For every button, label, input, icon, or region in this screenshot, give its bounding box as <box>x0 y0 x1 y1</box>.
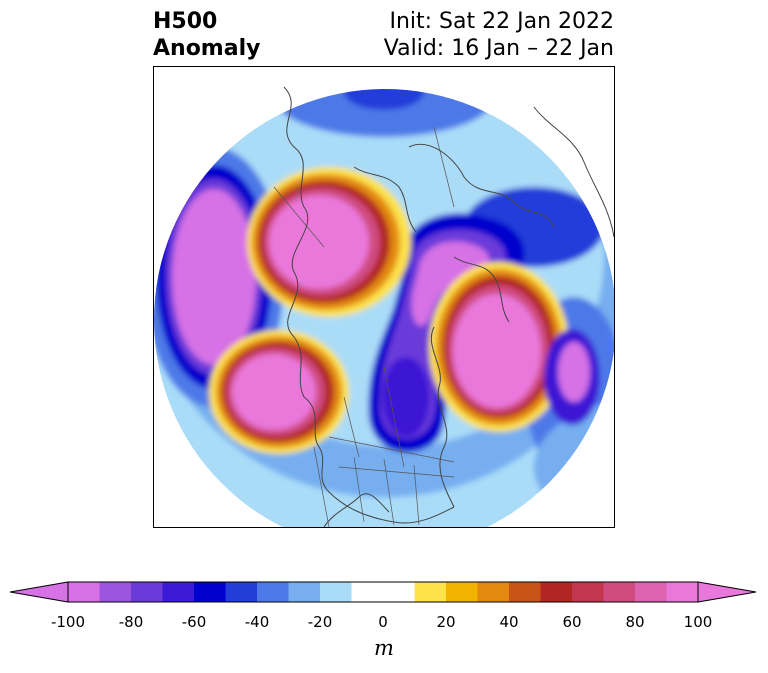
init-date-label: Init: Sat 22 Jan 2022 <box>389 9 614 34</box>
map-panel <box>153 66 615 528</box>
colorbar-segment <box>320 582 352 602</box>
colorbar-tick-label: 40 <box>499 613 519 631</box>
colorbar-segment <box>131 582 163 602</box>
colorbar-tick-label: -60 <box>181 613 207 631</box>
colorbar-unit: m <box>374 636 394 660</box>
colorbar-segment <box>162 582 195 602</box>
trough-far-east-core <box>558 342 590 402</box>
colorbar-segment <box>414 582 447 602</box>
colorbar-tick-label: -20 <box>307 613 333 631</box>
colorbar-tick-label: -80 <box>118 613 144 631</box>
colorbar-segment <box>540 582 573 602</box>
political-borders <box>273 126 455 527</box>
title-variable: H500 <box>153 9 218 34</box>
colorbar-outline <box>67 581 699 603</box>
colorbar-tick-label: 80 <box>625 613 645 631</box>
colorbar-segment <box>288 582 321 602</box>
colorbar-extend-low <box>10 581 69 603</box>
colorbar-tick-label: 60 <box>562 613 582 631</box>
colorbar-tick-labels: -100 -80 -60 -40 -20 0 20 40 60 80 100 <box>0 613 768 635</box>
colorbar-segment <box>99 582 132 602</box>
colorbar-segment <box>225 582 258 602</box>
colorbar-segment <box>477 582 510 602</box>
colorbar-extend-high <box>697 581 757 603</box>
trough-north-core <box>344 89 424 110</box>
colorbar-segment <box>666 582 699 602</box>
colorbar-tick-label: -100 <box>50 613 86 631</box>
colorbar-segment <box>194 582 226 602</box>
map-subtitle: Init: Sat 22 Jan 2022 Valid: 16 Jan – 22… <box>384 8 614 62</box>
colorbar-segment <box>383 582 415 602</box>
colorbar-segments <box>68 582 699 602</box>
title-field: Anomaly <box>153 36 261 61</box>
trough-west-core <box>172 189 256 365</box>
colorbar-tick-label: -40 <box>244 613 270 631</box>
colorbar <box>10 581 757 603</box>
ridge-pacific-core <box>232 354 316 430</box>
map-title: H500 Anomaly <box>153 8 260 62</box>
colorbar-segment <box>446 582 478 602</box>
colorbar-tick-label: 0 <box>378 613 388 631</box>
colorbar-segment <box>351 582 384 602</box>
colorbar-segment <box>603 582 636 602</box>
coastlines <box>283 86 614 527</box>
colorbar-segment <box>572 582 604 602</box>
colorbar-tick-label: 20 <box>436 613 456 631</box>
valid-range-label: Valid: 16 Jan – 22 Jan <box>383 36 614 61</box>
colorbar-segment <box>68 582 100 602</box>
colorbar-tick-label: 100 <box>683 613 713 631</box>
colorbar-segment <box>509 582 541 602</box>
anomaly-shading <box>154 89 614 527</box>
ridge-canada-core <box>269 195 369 289</box>
ridge-atlantic-core <box>453 294 541 408</box>
trough-arctic-core <box>411 241 490 326</box>
anomaly-map <box>154 86 614 527</box>
colorbar-segment <box>257 582 289 602</box>
trough-eastern-na-core <box>382 357 430 437</box>
colorbar-segment <box>635 582 667 602</box>
